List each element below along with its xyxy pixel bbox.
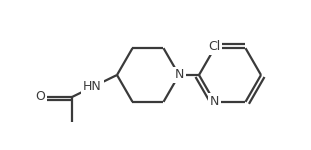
Text: Cl: Cl bbox=[208, 40, 220, 53]
Text: O: O bbox=[35, 90, 45, 104]
Text: HN: HN bbox=[83, 80, 102, 93]
Text: N: N bbox=[174, 69, 184, 81]
Text: N: N bbox=[210, 95, 219, 108]
